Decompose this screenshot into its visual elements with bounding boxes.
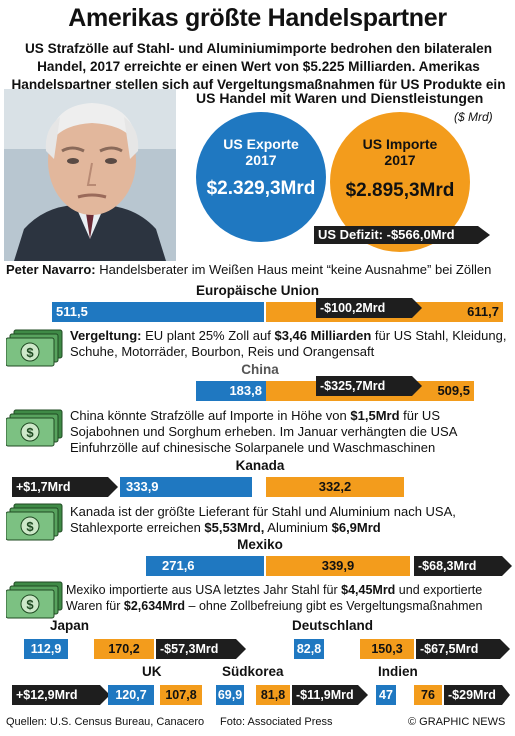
eu-balance-arrow-icon [412, 298, 422, 318]
mexico-balance-arrow-icon [502, 556, 512, 576]
us-exports-circle: US Exporte 2017 $2.329,3Mrd [196, 112, 326, 242]
india-export-bar: 47 [376, 685, 396, 705]
germany-balance-arrow-icon [500, 639, 510, 659]
india-import-bar: 76 [414, 685, 442, 705]
us-trade-title: US Handel mit Waren und Dienstleistungen [196, 90, 484, 106]
mexico-note: Mexiko importierte aus USA letztes Jahr … [66, 582, 512, 614]
mexico-note-bold2: $2,634Mrd [123, 599, 186, 613]
canada-note-mid: Aluminium [264, 520, 332, 535]
caption-name: Peter Navarro: [6, 262, 96, 277]
mexico-note-a: Mexiko importierte aus USA letztes Jahr … [66, 583, 342, 597]
china-export-bar: 183,8 [196, 381, 266, 401]
korea-balance-arrow-icon [358, 685, 368, 705]
china-note-a: China könnte Strafzölle auf Importe in H… [70, 408, 351, 423]
china-note: China könnte Strafzölle auf Importe in H… [70, 408, 510, 456]
china-note-b: für US Sojabohnen und Sorghum erheben. I… [70, 408, 457, 455]
mexico-note-bold1: $4,45Mrd [341, 583, 396, 597]
uk-export-bar: 120,7 [108, 685, 154, 705]
eu-export-bar: 511,5 [52, 302, 264, 322]
uk-import-bar: 107,8 [160, 685, 202, 705]
eu-note-mid: EU plant 25% Zoll auf [141, 328, 275, 343]
money-icon: $ [5, 328, 64, 368]
korea-balance-tag: -$11,9Mrd [292, 685, 358, 705]
region-title-korea: Südkorea [222, 664, 284, 679]
korea-export-bar: 69,9 [216, 685, 244, 705]
mexico-import-bar: 339,9 [266, 556, 410, 576]
us-imports-label: US Importe 2017 [362, 136, 438, 168]
footer-photo-credit: Foto: Associated Press [220, 716, 333, 728]
japan-balance-tag: -$57,3Mrd [156, 639, 236, 659]
canada-note: Kanada ist der größte Lieferant für Stah… [70, 504, 510, 536]
region-title-eu: Europäische Union [195, 283, 320, 298]
uk-balance-tag: +$12,9Mrd [12, 685, 100, 705]
region-title-canada: Kanada [235, 458, 285, 473]
eu-note: Vergeltung: EU plant 25% Zoll auf $3,46 … [70, 328, 510, 360]
money-icon: $ [5, 580, 64, 620]
us-deficit-tag: US Defizit: -$566,0Mrd [314, 226, 478, 244]
canada-import-bar: 332,2 [266, 477, 404, 497]
region-title-india: Indien [378, 664, 418, 679]
region-title-japan: Japan [50, 618, 90, 633]
unit-label: ($ Mrd) [454, 110, 493, 124]
mexico-export-bar: 271,6 [146, 556, 264, 576]
china-balance-arrow-icon [412, 376, 422, 396]
canada-note-bold1: $5,53Mrd, [204, 520, 265, 535]
portrait-illustration [4, 89, 176, 261]
region-title-germany: Deutschland [292, 618, 374, 633]
germany-export-bar: 82,8 [294, 639, 324, 659]
us-exports-label: US Exporte 2017 [223, 136, 299, 168]
canada-note-bold2: $6,9Mrd [331, 520, 381, 535]
footer-sources: Quellen: U.S. Census Bureau, Canacero [6, 716, 205, 728]
deficit-arrow-icon [478, 226, 490, 244]
portrait-photo [4, 89, 176, 261]
canada-balance-arrow-icon [108, 477, 118, 497]
india-balance-tag: -$29Mrd [444, 685, 502, 705]
page-subtitle: US Strafzölle auf Stahl- und Aluminiumim… [11, 41, 506, 92]
svg-text:$: $ [26, 345, 34, 360]
korea-import-bar: 81,8 [256, 685, 290, 705]
china-note-bold: $1,5Mrd [350, 408, 400, 423]
caption-text: Handelsberater im Weißen Haus meint “kei… [95, 262, 492, 277]
eu-balance-tag: -$100,2Mrd [316, 298, 412, 318]
svg-text:$: $ [26, 597, 34, 612]
uk-balance-arrow-icon [100, 685, 110, 705]
mexico-note-end: – ohne Zollbefreiung gibt es Vergeltungs… [185, 599, 483, 613]
canada-balance-tag: +$1,7Mrd [12, 477, 108, 497]
india-balance-arrow-icon [502, 685, 510, 705]
us-imports-value: $2.895,3Mrd [345, 180, 455, 201]
money-icon: $ [5, 502, 64, 542]
region-title-china: China [241, 362, 279, 377]
canada-export-bar: 333,9 [120, 477, 252, 497]
germany-import-bar: 150,3 [360, 639, 414, 659]
japan-export-bar: 112,9 [24, 639, 68, 659]
region-title-uk: UK [142, 664, 162, 679]
eu-note-bold1: Vergeltung: [70, 328, 142, 343]
japan-balance-arrow-icon [236, 639, 246, 659]
china-balance-tag: -$325,7Mrd [316, 376, 412, 396]
region-title-mexico: Mexiko [237, 537, 283, 552]
japan-import-bar: 170,2 [94, 639, 154, 659]
eu-note-bold2: $3,46 Milliarden [274, 328, 372, 343]
footer-brand: © GRAPHIC NEWS [408, 716, 506, 728]
svg-text:$: $ [26, 425, 34, 440]
photo-caption: Peter Navarro: Handelsberater im Weißen … [6, 262, 491, 277]
us-exports-value: $2.329,3Mrd [206, 178, 316, 199]
mexico-balance-tag: -$68,3Mrd [414, 556, 502, 576]
money-icon: $ [5, 408, 64, 448]
eu-note-end: für US Stahl, Kleidung, Schuhe, Motorräd… [70, 328, 507, 359]
mexico-note-mid: und exportierte Waren für [66, 583, 483, 613]
canada-note-a: Kanada ist der größte Lieferant für Stah… [70, 504, 456, 535]
page-title: Amerikas größte Handelspartner [68, 4, 447, 32]
germany-balance-tag: -$67,5Mrd [416, 639, 500, 659]
svg-text:$: $ [26, 519, 34, 534]
